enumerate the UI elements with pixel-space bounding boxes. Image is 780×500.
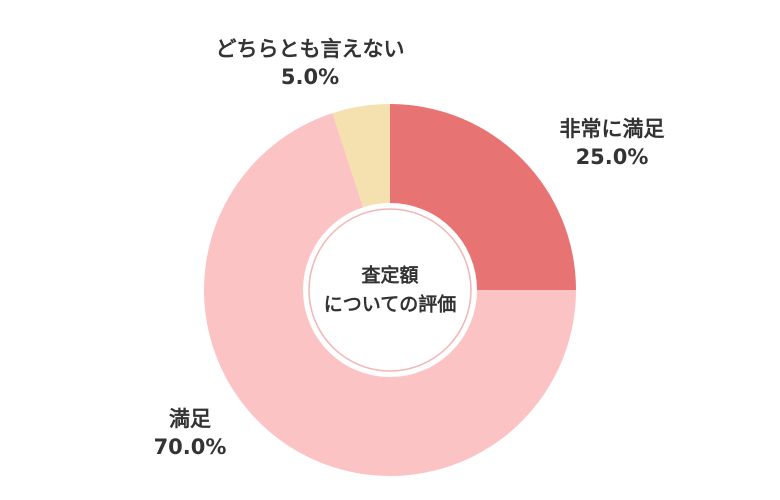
center-text: 査定額	[360, 264, 418, 287]
slice-label: どちらとも言えない	[216, 37, 405, 61]
center-text: についての評価	[324, 293, 456, 316]
donut-hole	[303, 203, 477, 377]
value-label: 70.0%	[154, 435, 227, 459]
slice-label: 満足	[169, 407, 211, 431]
value-label: 5.0%	[281, 65, 339, 89]
value-label: 25.0%	[576, 145, 649, 169]
inner-ring	[308, 208, 472, 372]
slice-label: 非常に満足	[560, 117, 665, 141]
